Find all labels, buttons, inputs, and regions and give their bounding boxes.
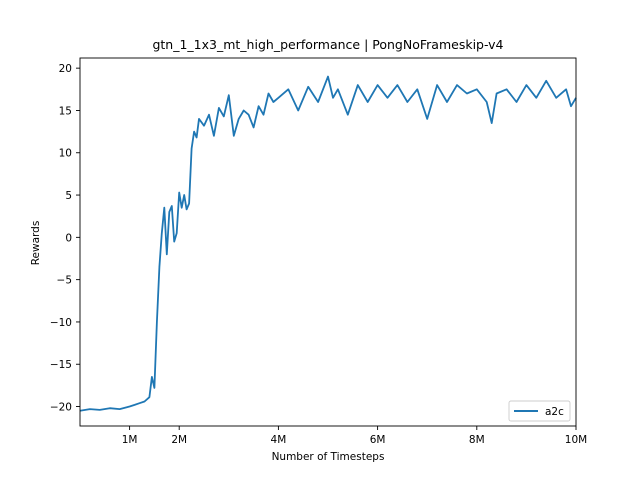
legend-label-a2c: a2c bbox=[545, 406, 564, 418]
x-tick-label: 8M bbox=[469, 434, 485, 446]
x-tick-label: 4M bbox=[271, 434, 287, 446]
y-tick-label: −10 bbox=[50, 317, 72, 329]
y-axis-label: Rewards bbox=[30, 221, 42, 266]
y-tick-label: 10 bbox=[59, 148, 72, 160]
y-tick-label: −20 bbox=[50, 402, 72, 414]
x-axis: 1M 2M 4M 6M 8M 10M bbox=[122, 426, 587, 446]
x-tick-label: 1M bbox=[122, 434, 138, 446]
x-tick-label: 10M bbox=[565, 434, 587, 446]
x-tick-label: 6M bbox=[370, 434, 386, 446]
legend-box bbox=[508, 400, 571, 422]
y-tick-label: 15 bbox=[59, 105, 72, 117]
y-tick-label: 20 bbox=[59, 63, 72, 75]
legend: a2c bbox=[508, 400, 571, 422]
y-tick-label: −15 bbox=[50, 359, 72, 371]
y-tick-label: 5 bbox=[65, 190, 72, 202]
plot-frame bbox=[79, 57, 577, 427]
y-tick-label: −5 bbox=[57, 275, 72, 287]
x-tick-label: 2M bbox=[171, 434, 187, 446]
series-layer bbox=[79, 75, 577, 412]
series-line-a2c bbox=[79, 75, 577, 412]
x-axis-label: Number of Timesteps bbox=[272, 451, 385, 463]
chart-title: gtn_1_1x3_mt_high_performance | PongNoFr… bbox=[152, 37, 503, 52]
y-tick-label: 0 bbox=[65, 232, 72, 244]
y-axis: 20 15 10 5 0 −5 −10 −15 −20 bbox=[50, 63, 80, 414]
